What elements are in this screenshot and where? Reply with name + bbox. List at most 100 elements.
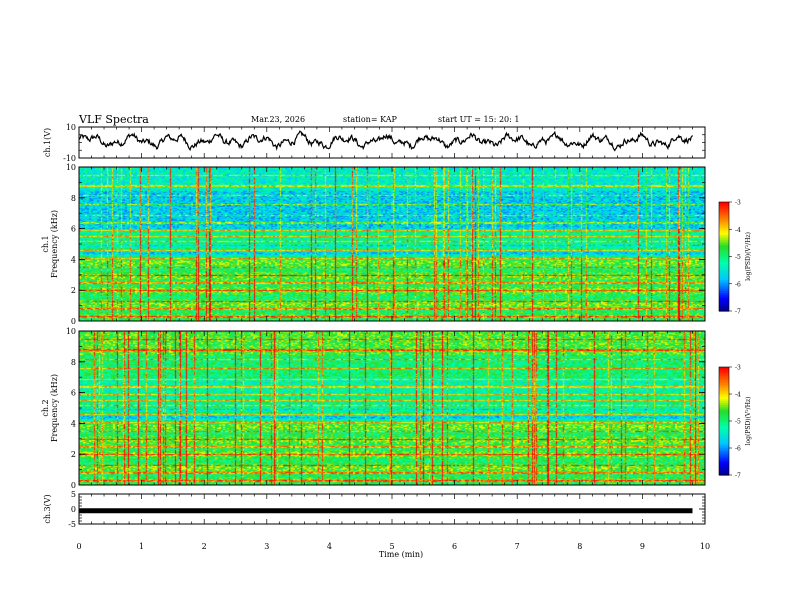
colorbar-cell (719, 209, 729, 212)
colorbar-cell (719, 473, 729, 476)
colorbar-cell (719, 283, 729, 287)
colorbar-cell (719, 399, 729, 402)
colorbar-cell (719, 280, 729, 283)
colorbar-cell (719, 383, 729, 386)
x-tick-label: 3 (264, 542, 269, 551)
y-tick-label: 5 (71, 490, 76, 499)
x-tick-label: 4 (327, 542, 332, 551)
colorbar-cell (719, 278, 729, 281)
colorbar-cell (719, 301, 729, 305)
colorbar-cell (719, 267, 729, 270)
colorbar-cell (719, 426, 729, 429)
colorbar-cell (719, 271, 729, 274)
colorbar-tick-label: -6 (735, 281, 741, 288)
y-axis-label: ch.3(V) (43, 494, 52, 523)
colorbar-cell (719, 417, 729, 420)
colorbar-cell (719, 462, 729, 465)
x-tick-label: 5 (389, 542, 394, 551)
colorbar-cell (719, 221, 729, 225)
ch1-spectrogram-panel: 0 2 4 6 8 10 ch.1 Frequency (kHz) (41, 163, 706, 326)
colorbar-cell (719, 410, 729, 413)
colorbar-cell (719, 433, 729, 436)
colorbar-cell (719, 446, 729, 449)
y-tick-label: 2 (71, 450, 76, 459)
date-label: Mar.23, 2026 (251, 115, 305, 124)
ch1-waveform-panel: 10 -10 ch.1(V) (43, 123, 706, 163)
colorbar-cell (719, 408, 729, 411)
colorbar-cell (719, 202, 729, 205)
colorbar-cell (719, 263, 729, 267)
ch2-colorbar: -3 -4 -5 -6 -7 log(PSD)(V²/Hz) (718, 365, 752, 480)
colorbar-cell (719, 471, 729, 474)
colorbar-cell (719, 212, 729, 216)
colorbar-cell (719, 460, 729, 463)
colorbar-tick-label: -3 (735, 365, 741, 372)
x-tick-label: 9 (640, 542, 645, 551)
y-tick-label: 10 (66, 123, 76, 132)
colorbar-cell (719, 292, 729, 296)
ch2-spectrogram-panel: 0 2 4 6 8 10 ch.2 Frequency (kHz) (41, 327, 706, 490)
colorbar-cell (719, 439, 729, 442)
colorbar-cell (719, 243, 729, 247)
colorbar-tick-label: -4 (735, 227, 741, 234)
colorbar-tick-label: -4 (735, 392, 741, 399)
colorbar-cell (719, 367, 729, 370)
colorbar-cell (719, 444, 729, 447)
colorbar-cell (719, 309, 729, 312)
spectrogram-image (79, 167, 705, 321)
colorbar-cell (719, 442, 729, 445)
colorbar-cell (719, 265, 729, 268)
colorbar-cell (719, 385, 729, 388)
colorbar-cell (719, 469, 729, 472)
colorbar-cell (719, 421, 729, 424)
colorbar-cell (719, 437, 729, 440)
colorbar-cell (719, 232, 729, 236)
colorbar-tick-label: -7 (735, 473, 741, 480)
colorbar-cell (719, 247, 729, 250)
colorbar-cell (719, 406, 729, 409)
colorbar-cell (719, 440, 729, 444)
colorbar-cell (719, 254, 729, 258)
colorbar-cell (719, 370, 729, 373)
x-tick-label: 6 (452, 542, 457, 551)
start-time-label: start UT = 15: 20: 1 (438, 115, 519, 124)
y-axis-label: ch.1 (41, 235, 50, 252)
colorbar-cell (719, 422, 729, 426)
ch1-waveform-line (78, 130, 694, 152)
colorbar-cell (719, 281, 729, 285)
y-axis-label: ch.2 (41, 399, 50, 416)
colorbar-cell (719, 449, 729, 453)
colorbar-cell (719, 430, 729, 433)
colorbar-cell (719, 211, 729, 214)
colorbar-cell (719, 291, 729, 294)
spectrogram-image (79, 331, 705, 485)
y-tick-label: -5 (68, 520, 76, 529)
colorbar-label: log(PSD)(V²/Hz) (745, 232, 752, 281)
colorbar-cell (719, 390, 729, 393)
colorbar-cell (719, 386, 729, 390)
colorbar-cell (719, 298, 729, 301)
colorbar-cell (719, 252, 729, 256)
colorbar-cell (719, 458, 729, 462)
colorbar-cell (719, 415, 729, 418)
colorbar-cell (719, 294, 729, 298)
x-tick-label: 1 (139, 542, 144, 551)
colorbar-cell (719, 249, 729, 252)
y-tick-label: 6 (71, 225, 76, 234)
colorbar-cell (719, 203, 729, 207)
colorbar-cell (719, 419, 729, 422)
y-tick-label: 4 (71, 255, 76, 264)
colorbar-cell (719, 285, 729, 288)
colorbar-cell (719, 413, 729, 417)
x-tick-label: 8 (577, 542, 582, 551)
colorbar-cell (719, 428, 729, 431)
colorbar-cell (719, 464, 729, 467)
colorbar-cell (719, 467, 729, 471)
colorbar-cell (719, 457, 729, 460)
colorbar-cell (719, 289, 729, 292)
y-tick-label: 0 (71, 505, 76, 514)
colorbar-cell (719, 388, 729, 391)
y-tick-label: 0 (71, 317, 76, 326)
y-tick-label: 10 (66, 327, 76, 336)
